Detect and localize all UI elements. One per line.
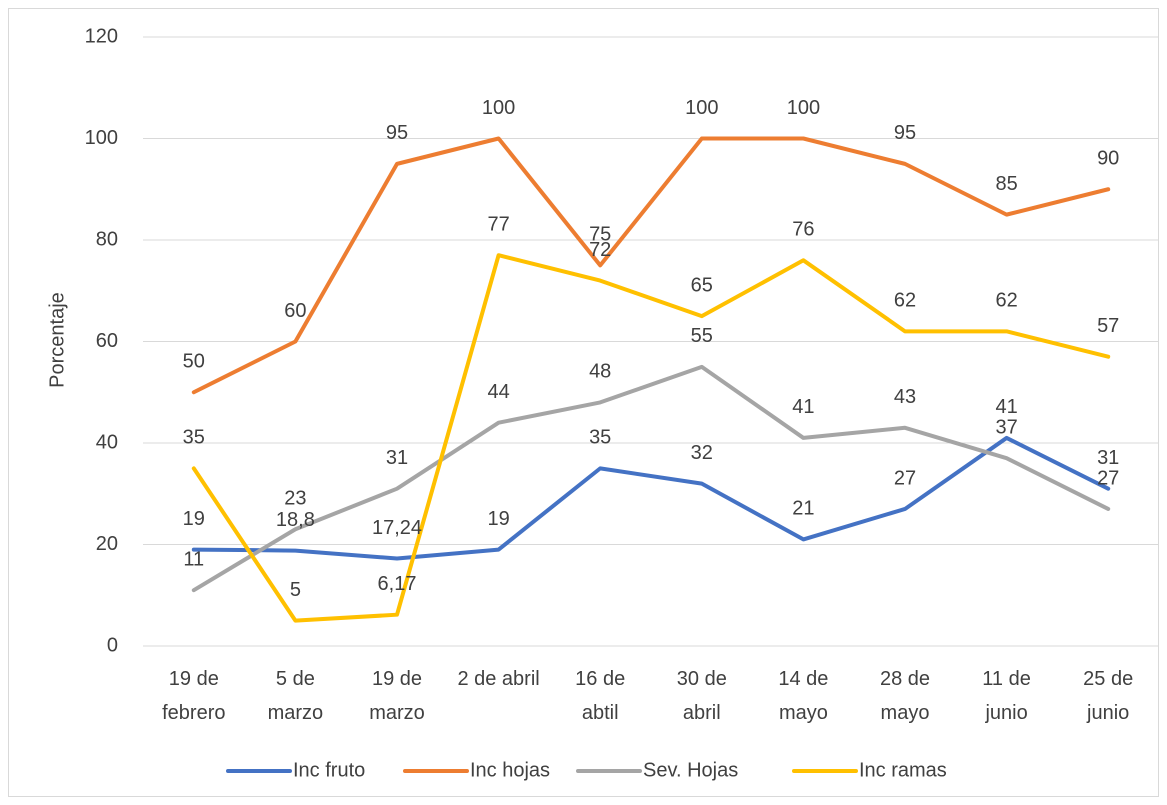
- y-tick-label: 20: [96, 533, 118, 555]
- data-label: 72: [589, 239, 611, 261]
- y-tick-label: 120: [85, 25, 118, 47]
- data-label: 27: [894, 467, 916, 489]
- data-label: 37: [995, 417, 1017, 439]
- data-label: 35: [589, 427, 611, 449]
- data-label: 31: [1097, 447, 1119, 469]
- data-label: 32: [691, 442, 713, 464]
- data-label: 55: [691, 325, 713, 347]
- legend-label: Inc ramas: [859, 759, 947, 781]
- y-tick-label: 100: [85, 127, 118, 149]
- data-label: 100: [787, 97, 820, 119]
- data-label: 35: [183, 427, 205, 449]
- x-tick-label: 30 de abril: [676, 668, 727, 724]
- data-label: 18,8: [276, 509, 315, 531]
- y-axis-label: Porcentaje: [46, 292, 68, 388]
- x-tick-label: 28 de mayo: [879, 668, 931, 724]
- legend-label: Sev. Hojas: [643, 759, 738, 781]
- x-tick-label: 16 de abtil: [575, 668, 626, 724]
- data-label: 48: [589, 361, 611, 383]
- y-tick-label: 40: [96, 431, 118, 453]
- data-label: 85: [995, 173, 1017, 195]
- y-tick-label: 60: [96, 330, 118, 352]
- data-label: 11: [183, 548, 204, 570]
- data-label: 57: [1097, 315, 1119, 337]
- data-label: 95: [894, 122, 916, 144]
- data-label: 5: [290, 579, 301, 601]
- data-label: 41: [995, 396, 1017, 418]
- data-label: 27: [1097, 467, 1119, 489]
- data-label: 95: [386, 122, 408, 144]
- legend-label: Inc fruto: [293, 759, 365, 781]
- data-label: 50: [183, 351, 205, 373]
- x-tick-label: 2 de abril: [457, 668, 540, 690]
- series-line: [191, 253, 1111, 623]
- data-label: 65: [691, 274, 713, 296]
- data-label: 90: [1097, 148, 1119, 170]
- data-label: 44: [487, 381, 509, 403]
- x-tick-label: 25 de junio: [1083, 668, 1134, 724]
- data-label: 77: [487, 214, 509, 236]
- data-label: 60: [284, 300, 306, 322]
- series-line: [191, 136, 1111, 395]
- data-label: 6,17: [378, 573, 417, 595]
- data-label: 75: [589, 224, 611, 246]
- data-label: 41: [792, 396, 814, 418]
- x-tick-label: 14 de mayo: [778, 668, 829, 724]
- x-tick-label: 11 de junio: [982, 668, 1031, 724]
- data-label: 23: [284, 488, 306, 510]
- data-label: 21: [792, 498, 814, 520]
- x-tick-label: 19 de marzo: [369, 668, 425, 724]
- series-line: [191, 435, 1111, 561]
- y-tick-label: 80: [96, 228, 118, 250]
- data-label: 19: [183, 508, 205, 530]
- data-label: 17,24: [372, 517, 422, 539]
- y-tick-label: 0: [107, 634, 118, 656]
- data-label: 62: [894, 290, 916, 312]
- chart-border: [8, 8, 1159, 797]
- x-tick-label: 5 de marzo: [267, 668, 324, 724]
- x-tick-label: 19 de febrero: [162, 668, 226, 724]
- data-label: 19: [487, 508, 509, 530]
- data-label: 100: [685, 97, 718, 119]
- legend-label: Inc hojas: [470, 759, 550, 781]
- data-label: 76: [792, 219, 814, 241]
- data-label: 31: [386, 447, 408, 469]
- data-label: 43: [894, 386, 916, 408]
- series-line: [191, 364, 1111, 593]
- data-label: 100: [482, 97, 515, 119]
- data-label: 62: [995, 290, 1017, 312]
